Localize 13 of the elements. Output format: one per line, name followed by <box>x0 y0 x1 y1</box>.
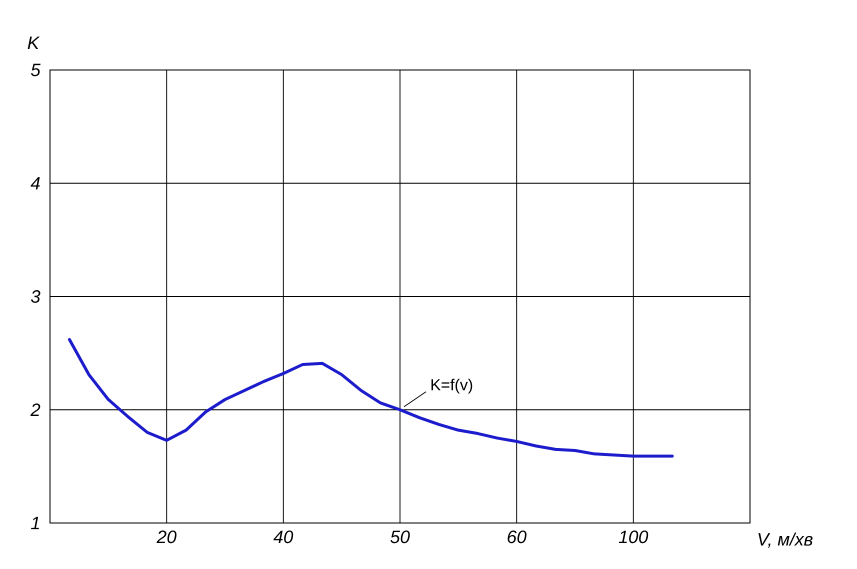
x-tick-label: 50 <box>390 530 410 544</box>
x-tick-label: 100 <box>618 530 648 544</box>
y-axis-title: K <box>28 36 40 49</box>
annotation: K=f(v) <box>432 378 472 394</box>
y-tick-label: 3 <box>30 290 40 303</box>
y-tick-label: 4 <box>30 177 40 190</box>
x-tick-label: 40 <box>273 530 294 544</box>
x-tick-label: 20 <box>156 530 176 544</box>
x-axis-title: V, м/хв <box>758 532 813 548</box>
y-tick-label: 2 <box>30 403 40 416</box>
x-tick-label: 60 <box>508 530 526 544</box>
y-tick-label: 1 <box>30 516 39 530</box>
y-tick-label: 5 <box>30 64 41 76</box>
